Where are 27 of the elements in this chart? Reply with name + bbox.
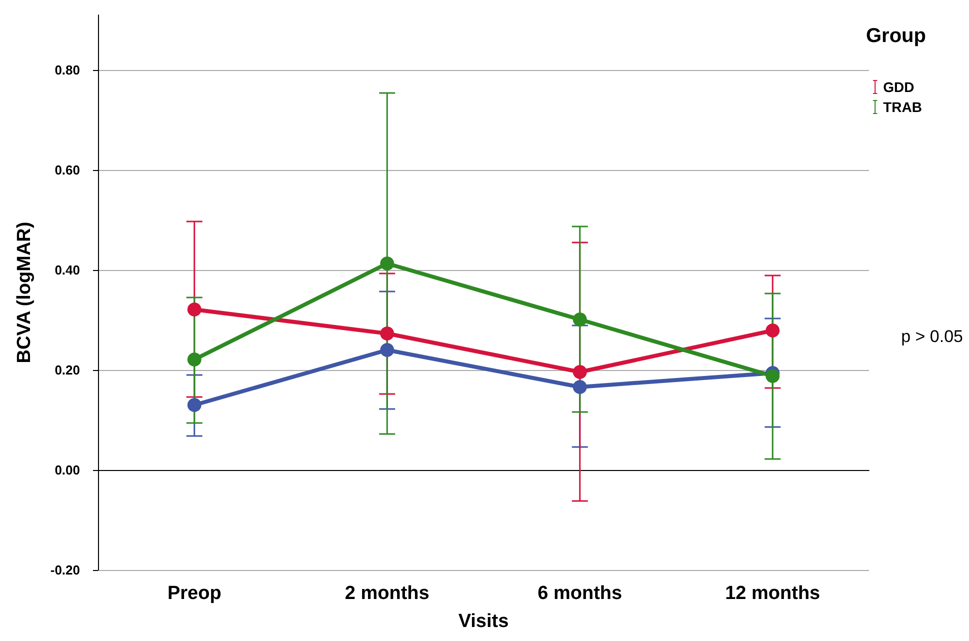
y-tick-label: 0.20 (54, 362, 80, 378)
point (572, 380, 587, 394)
text: p > 0.05 (901, 327, 964, 346)
point (187, 352, 202, 366)
legend-label: TRAB (883, 99, 922, 115)
point (766, 369, 780, 383)
y-axis-title: BCVA (logMAR) (14, 222, 35, 364)
legend-title: Group (866, 25, 926, 47)
point (572, 312, 587, 326)
point (380, 256, 394, 270)
x-tick-label: 2 months (344, 583, 430, 604)
point (187, 302, 202, 316)
y-tick-label: -0.20 (50, 562, 80, 578)
x-axis-title: Visits (458, 611, 509, 632)
x-tick-label: 6 months (538, 583, 622, 604)
x-tick-label: 12 months (725, 583, 820, 604)
y-tick-label: 0.80 (54, 62, 80, 78)
y-tick-label: 0.40 (54, 262, 80, 278)
point (380, 343, 394, 357)
point (766, 324, 780, 338)
y-tick-label: 0.60 (54, 162, 80, 178)
point (380, 326, 394, 340)
point (187, 398, 202, 412)
x-tick-label: Preop (167, 583, 222, 604)
y-tick-label: 0.00 (54, 462, 80, 478)
legend-label: GDD (883, 79, 914, 95)
point (572, 365, 587, 379)
